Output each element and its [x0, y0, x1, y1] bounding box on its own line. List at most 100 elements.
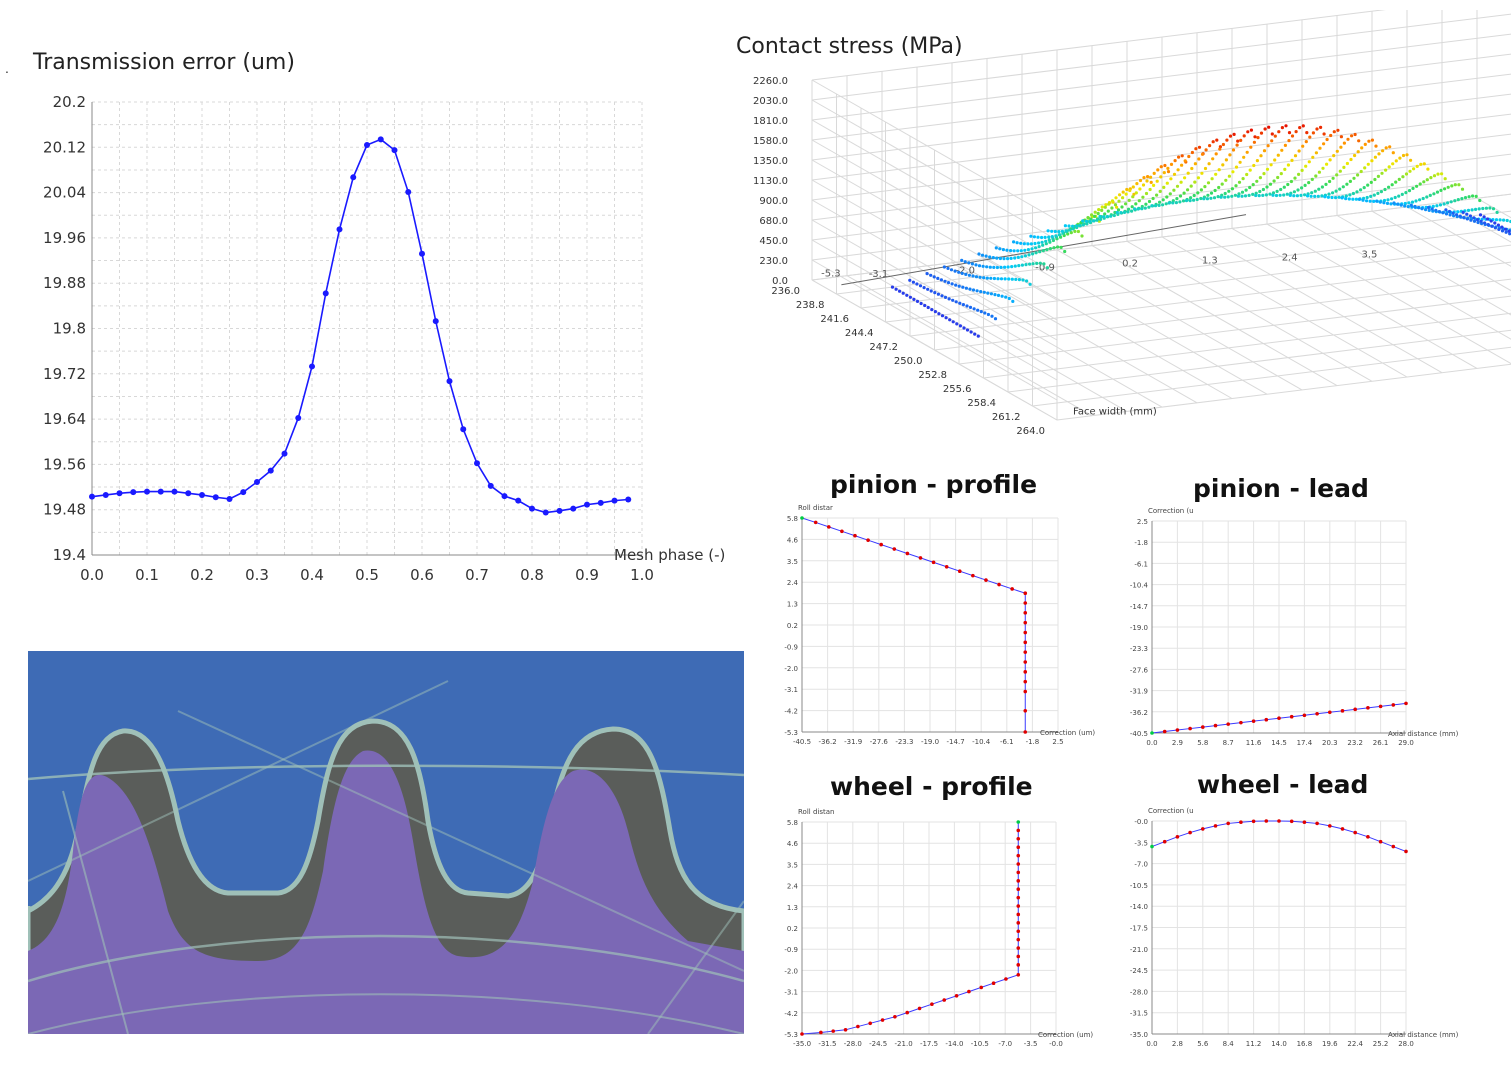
cs-data-point — [1325, 137, 1329, 142]
cs-data-point — [980, 253, 985, 257]
cs-data-point — [1436, 172, 1440, 176]
cs-x-tick-label: 244.4 — [845, 328, 874, 339]
cs-data-point — [1016, 249, 1020, 253]
gear-radial-line — [62, 790, 129, 1034]
cs-data-point — [1407, 201, 1411, 205]
cs-data-point — [962, 326, 966, 330]
contact-stress-plot: 2260.0 2030.0 1810.0 1580.0 1350.0 1130.0 900.… — [753, 10, 1511, 437]
pinion_profile-data-point — [905, 551, 910, 556]
cs-data-point — [1262, 149, 1267, 153]
cs-data-point — [1461, 210, 1465, 214]
pinion_lead-y-tick-label: -31.9 — [1130, 688, 1148, 696]
cs-data-point — [922, 286, 926, 290]
cs-data-point — [1442, 202, 1446, 206]
cs-data-point — [1244, 188, 1248, 192]
cs-data-point — [1261, 187, 1265, 192]
cs-data-point — [1391, 162, 1395, 166]
wheel_lead-data-point — [1302, 820, 1307, 825]
cs-data-point — [1332, 130, 1336, 134]
wheel_profile-y-tick-label: 3.5 — [787, 861, 798, 869]
cs-data-point — [1007, 277, 1011, 281]
cs-data-point — [1125, 187, 1129, 192]
cs-data-point — [978, 275, 982, 279]
cs-data-point — [1027, 253, 1031, 257]
cs-x-tick-label: 238.8 — [796, 300, 825, 311]
cs-data-point — [1373, 177, 1377, 182]
cs-data-point — [940, 294, 944, 298]
pinion_lead-y-tick-label: -10.4 — [1130, 582, 1149, 590]
pinion-profile-chart: pinion - profile 5.8 4.6 3.5 2.4 1.3 0.2 -0.9 -… — [760, 470, 1110, 760]
cs-data-point — [1372, 199, 1376, 203]
pinion-profile-plot: 5.8 4.6 3.5 2.4 1.3 0.2 -0.9 -2.0 -3.1 -4.2 -5.3-4… — [784, 504, 1095, 746]
cs-data-point — [926, 287, 930, 291]
cs-data-point — [1448, 213, 1452, 217]
te-data-point — [185, 490, 192, 497]
cs-grid-line — [811, 199, 1058, 341]
cs-data-point — [1500, 225, 1504, 229]
wheel_lead-y-tick-label: -10.5 — [1130, 882, 1148, 890]
cs-data-point — [1155, 193, 1159, 197]
cs-data-point — [1147, 199, 1152, 204]
cs-data-point — [1321, 166, 1325, 170]
wheel_lead-y-tick-label: -7.0 — [1134, 861, 1148, 869]
cs-data-point — [1443, 187, 1447, 191]
cs-data-point — [1404, 191, 1408, 195]
te-y-tick-label: 19.48 — [43, 501, 86, 519]
cs-data-point — [1285, 192, 1289, 196]
pinion_profile-data-point — [918, 556, 923, 560]
cs-data-point — [1102, 215, 1106, 219]
cs-data-point — [1178, 200, 1182, 204]
cs-data-point — [1071, 227, 1075, 231]
te-x-axis-label: Mesh phase (-) — [614, 546, 725, 564]
te-data-point — [267, 467, 274, 474]
cs-data-point — [949, 268, 954, 272]
cs-data-point — [1041, 249, 1045, 253]
pinion_lead-data-point — [1239, 720, 1243, 725]
cs-data-point — [1034, 246, 1038, 250]
cs-x-tick-label: 255.6 — [943, 384, 972, 395]
cs-data-point — [1486, 223, 1490, 227]
wheel-profile-chart: wheel - profile 5.8 4.6 3.5 2.4 1.3 0.2 -0.9 -2… — [760, 770, 1110, 1060]
cs-data-point — [946, 266, 950, 270]
cs-data-point — [1020, 255, 1024, 259]
cs-data-point — [976, 334, 980, 338]
pinion_profile-x-tick-label: -6.1 — [1000, 738, 1014, 746]
cs-data-point — [1194, 147, 1198, 151]
wheel_profile-data-point — [1016, 937, 1021, 942]
wheel_profile-x-tick-label: -0.0 — [1049, 1040, 1063, 1048]
cs-data-point — [1366, 162, 1370, 166]
te-data-point — [295, 414, 302, 421]
cs-data-point — [1037, 245, 1041, 249]
cs-data-point — [1155, 179, 1159, 183]
cs-data-point — [1060, 229, 1064, 233]
cs-data-point — [1151, 196, 1155, 201]
cs-data-point — [1389, 202, 1393, 206]
cs-data-point — [1310, 177, 1314, 181]
te-data-point — [542, 509, 549, 516]
cs-data-point — [1013, 264, 1017, 268]
cs-data-point — [1030, 247, 1034, 251]
cs-data-point — [1348, 179, 1352, 183]
cs-data-point — [1405, 153, 1409, 157]
pinion_profile-data-point — [1023, 601, 1028, 605]
cs-data-point — [1029, 242, 1033, 246]
pinion_profile-x-tick-label: -31.9 — [844, 738, 862, 746]
cs-z-tick-label: 1580.0 — [753, 136, 788, 147]
cs-data-point — [1196, 191, 1200, 195]
wheel_lead-x-tick-label: 22.4 — [1347, 1040, 1363, 1048]
cs-data-point — [1340, 196, 1344, 200]
pinion_profile-x-tick-label: -27.6 — [870, 738, 889, 746]
cs-data-point — [1331, 191, 1335, 195]
cs-data-point — [1126, 210, 1130, 214]
cs-data-point — [1353, 153, 1357, 158]
cs-data-point — [1280, 126, 1284, 130]
cs-data-point — [1019, 241, 1023, 245]
cs-data-point — [1418, 198, 1422, 202]
cs-data-point — [1057, 233, 1061, 237]
wheel_profile-y-tick-label: 4.6 — [787, 840, 799, 848]
cs-data-point — [890, 285, 895, 289]
cs-data-point — [1218, 145, 1222, 149]
cs-data-point — [1268, 192, 1272, 196]
cs-data-point — [1204, 148, 1208, 152]
pinion_profile-data-point — [1023, 708, 1028, 713]
